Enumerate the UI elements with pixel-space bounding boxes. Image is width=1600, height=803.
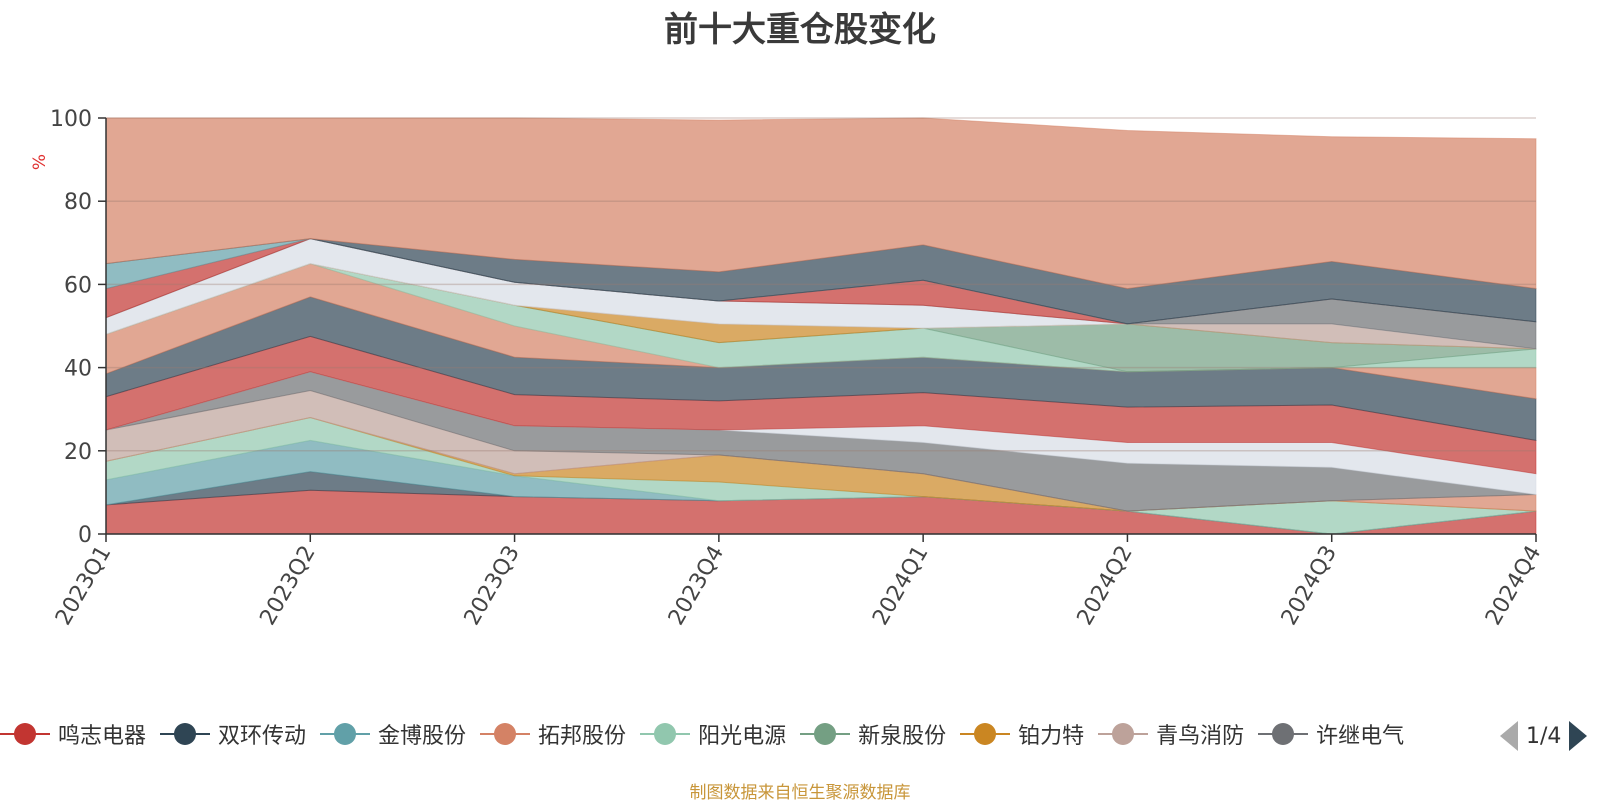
legend-label: 双环传动 [218, 724, 307, 749]
legend-item[interactable]: 金博股份 [320, 716, 466, 752]
legend-item[interactable]: 铂力特 [960, 716, 1084, 752]
x-tick-label: 2023Q4 [664, 542, 729, 630]
x-tick-label: 2024Q3 [1277, 542, 1342, 630]
legend-item[interactable]: 阳光电源 [640, 716, 786, 752]
legend-item[interactable]: 双环传动 [160, 716, 306, 752]
area-band-21[interactable] [105, 117, 1537, 290]
pager-next-icon[interactable] [1569, 721, 1588, 751]
legend-item[interactable]: 许继电气 [1258, 716, 1404, 752]
legend-marker-icon [960, 721, 1011, 747]
legend-label: 阳光电源 [698, 724, 787, 749]
pager-text: 1/4 [1526, 723, 1562, 749]
legend-marker-icon [1258, 721, 1309, 747]
y-tick-label: 40 [64, 357, 92, 382]
legend-item[interactable]: 青鸟消防 [1098, 716, 1244, 752]
legend-label: 拓邦股份 [538, 724, 627, 749]
legend-label: 铂力特 [1018, 724, 1085, 749]
pager-prev-icon[interactable] [1500, 721, 1518, 751]
x-tick-label: 2024Q1 [868, 542, 933, 630]
legend-item[interactable]: 拓邦股份 [480, 716, 626, 752]
y-tick-label: 60 [64, 273, 92, 298]
legend-item[interactable]: 新泉股份 [800, 716, 946, 752]
legend-label: 新泉股份 [858, 724, 947, 749]
x-tick-label: 2023Q2 [255, 542, 320, 630]
legend-label: 许继电气 [1316, 724, 1405, 749]
legend-marker-icon [480, 721, 531, 747]
chart-title: 前十大重仓股变化 [664, 10, 936, 50]
y-axis-unit: % [30, 154, 50, 170]
legend-marker-icon [1098, 721, 1149, 747]
legend-marker-icon [800, 721, 851, 747]
legend-marker-icon [0, 721, 50, 747]
legend-label: 青鸟消防 [1156, 724, 1245, 749]
legend-label: 金博股份 [378, 724, 467, 749]
y-tick-label: 80 [64, 190, 92, 215]
x-tick-label: 2024Q4 [1481, 542, 1546, 630]
y-tick-label: 100 [50, 107, 92, 132]
legend-marker-icon [160, 721, 211, 747]
x-tick-label: 2023Q3 [460, 542, 525, 630]
y-tick-label: 20 [64, 440, 92, 465]
source-note: 制图数据来自恒生聚源数据库 [689, 783, 911, 803]
x-tick-label: 2024Q2 [1073, 542, 1138, 630]
x-tick-label: 2023Q1 [51, 542, 116, 630]
legend-pager: 1/4 [1500, 716, 1600, 756]
legend-marker-icon [640, 721, 691, 747]
legend-item[interactable]: 鸣志电器 [0, 716, 146, 752]
y-tick-label: 0 [78, 523, 92, 548]
legend: 鸣志电器 双环传动 金博股份 拓邦股份 阳光电源 新泉股份 铂力特 青鸟消防 许继电气 [0, 716, 1480, 754]
legend-label: 鸣志电器 [58, 724, 147, 749]
legend-marker-icon [320, 721, 371, 747]
